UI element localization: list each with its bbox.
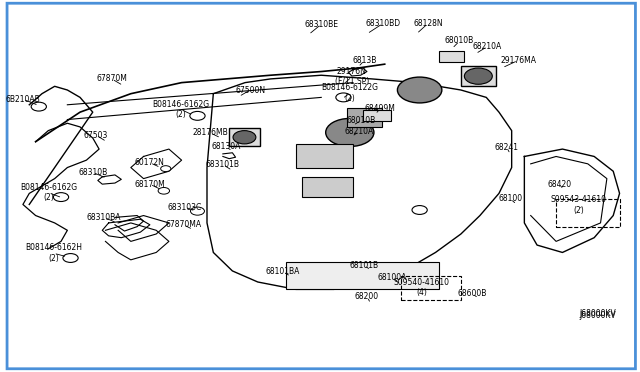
Text: J68000KV: J68000KV (579, 309, 616, 318)
Circle shape (191, 207, 204, 215)
Text: S09540-41610
(4): S09540-41610 (4) (394, 278, 449, 297)
Text: B08146-6162G
(2): B08146-6162G (2) (20, 183, 77, 202)
Text: S09543-41610
(2): S09543-41610 (2) (551, 196, 607, 215)
Bar (302, 177, 353, 197)
Text: 68101BA: 68101BA (266, 267, 300, 276)
Bar (296, 144, 353, 167)
Text: 67870MA: 67870MA (166, 220, 202, 229)
Text: 68130A: 68130A (211, 142, 241, 151)
Text: 68420: 68420 (547, 180, 572, 189)
Text: 68310BA: 68310BA (87, 213, 122, 222)
Text: J68000KV: J68000KV (579, 311, 616, 320)
Bar (229, 128, 260, 146)
Text: 6B210AB: 6B210AB (6, 95, 40, 104)
Text: 68170M: 68170M (134, 180, 165, 189)
Circle shape (233, 131, 256, 144)
Bar (286, 262, 438, 289)
Text: 68241: 68241 (495, 143, 518, 152)
Bar (347, 109, 381, 127)
Text: 29176MA: 29176MA (500, 56, 536, 65)
Bar (461, 66, 496, 86)
Text: 29176N
(F/11 SP): 29176N (F/11 SP) (335, 67, 369, 86)
Circle shape (53, 193, 68, 202)
Bar (401, 276, 461, 301)
Text: 67500N: 67500N (235, 86, 265, 94)
Circle shape (397, 77, 442, 103)
Circle shape (63, 254, 78, 262)
Circle shape (31, 102, 47, 111)
Text: 68310B: 68310B (78, 168, 108, 177)
Text: B08146-6162H
(2): B08146-6162H (2) (25, 244, 82, 263)
Text: B08146-6162G
(2): B08146-6162G (2) (152, 99, 209, 119)
Bar (438, 51, 464, 62)
Text: 67870M: 67870M (97, 74, 127, 83)
Text: 60172N: 60172N (135, 158, 165, 167)
Text: 68200: 68200 (355, 292, 379, 301)
Text: B08146-6122G
(2): B08146-6122G (2) (321, 83, 378, 103)
Text: 68600B: 68600B (458, 289, 487, 298)
Text: 68010B: 68010B (445, 36, 474, 45)
Text: 68010B: 68010B (347, 116, 376, 125)
Text: 68101B: 68101B (350, 261, 379, 270)
Text: 67503: 67503 (84, 131, 108, 140)
Text: 6813B: 6813B (352, 56, 376, 65)
Circle shape (336, 93, 351, 102)
Text: 28176MB: 28176MB (192, 128, 228, 137)
Text: 683103C: 683103C (168, 202, 202, 212)
Text: 68310BE: 68310BE (304, 20, 339, 29)
Bar (556, 199, 620, 227)
Text: 68128N: 68128N (413, 19, 443, 28)
Circle shape (465, 68, 492, 84)
Text: 68100A: 68100A (378, 273, 407, 282)
Circle shape (412, 206, 428, 214)
Circle shape (190, 112, 205, 120)
Bar (362, 110, 391, 121)
Text: 68100: 68100 (499, 195, 522, 203)
Text: 68210A: 68210A (473, 42, 502, 51)
Text: 683101B: 683101B (206, 160, 240, 169)
Circle shape (326, 118, 374, 147)
Text: 68499M: 68499M (365, 104, 396, 113)
Circle shape (158, 187, 170, 194)
Text: 68310BD: 68310BD (365, 19, 401, 28)
Text: 68210A: 68210A (345, 127, 374, 136)
Circle shape (161, 166, 171, 171)
